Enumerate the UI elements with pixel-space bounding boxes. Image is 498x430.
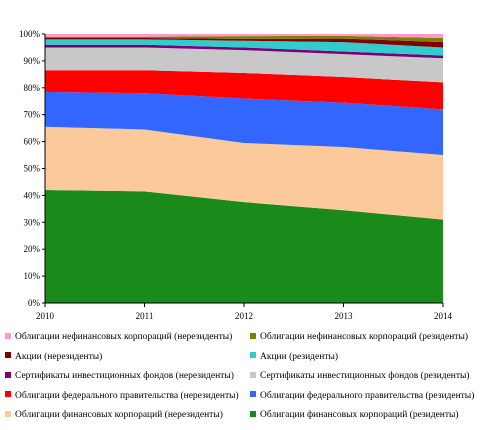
legend-label: Облигации федерального правительства (ре… (260, 390, 475, 401)
y-tick-label: 10% (24, 271, 41, 281)
legend-label: Акции (нерезиденты) (15, 351, 103, 362)
legend-swatch (5, 352, 11, 359)
legend-item: Облигации федерального правительства (ре… (250, 388, 474, 404)
x-tick-label: 2013 (335, 311, 354, 321)
legend-item: Облигации финансовых корпораций (нерезид… (5, 407, 223, 423)
legend-swatch (250, 391, 256, 398)
legend-item: Акции (нерезиденты) (5, 349, 102, 365)
legend-swatch (5, 410, 11, 417)
y-tick-label: 90% (24, 56, 41, 66)
legend-swatch (250, 332, 256, 339)
legend-swatch (250, 410, 256, 417)
chart-legend: Облигации нефинансовых корпораций (нерез… (0, 329, 498, 429)
legend-item: Облигации нефинансовых корпораций (нерез… (5, 329, 232, 345)
stacked-area-chart: 0%10%20%30%40%50%60%70%80%90%100% 2010 20… (19, 29, 453, 321)
area-series-5 (45, 44, 443, 59)
legend-swatch (5, 371, 11, 378)
y-tick-label: 0% (28, 298, 41, 308)
legend-item: Облигации федерального правительства (не… (5, 388, 239, 404)
area-series-6 (45, 39, 443, 56)
legend-label: Облигации финансовых корпораций (резиден… (260, 410, 459, 420)
y-tick-label: 60% (24, 137, 41, 147)
y-tick-label: 40% (24, 190, 41, 200)
legend-item: Сертификаты инвестиционных фондов (нерез… (5, 368, 234, 384)
legend-label: Сертификаты инвестиционных фондов (нерез… (15, 371, 234, 381)
x-tick-label: 2010 (36, 311, 55, 321)
area-series-4 (45, 47, 443, 83)
area-series-2 (45, 91, 443, 156)
area-series-1 (45, 126, 443, 220)
legend-label: Облигации нефинансовых корпораций (нерез… (15, 332, 233, 342)
legend-swatch (250, 371, 256, 378)
y-tick-label: 70% (24, 110, 41, 120)
legend-swatch (5, 332, 11, 339)
legend-label: Облигации финансовых корпораций (нерезид… (15, 410, 223, 420)
legend-swatch (250, 352, 256, 359)
area-series-3 (45, 70, 443, 110)
legend-label: Облигации федерального правительства (не… (15, 390, 239, 401)
legend-swatch (5, 391, 11, 398)
area-series-0 (45, 190, 443, 303)
x-tick-label: 2014 (434, 311, 453, 321)
legend-label: Сертификаты инвестиционных фондов (резид… (260, 371, 470, 381)
area-series-8 (45, 35, 443, 43)
area-series-7 (45, 38, 443, 48)
y-tick-label: 100% (19, 29, 41, 39)
legend-item: Акции (резиденты) (250, 349, 338, 365)
x-tick-label: 2011 (136, 311, 154, 321)
x-tick-labels: 2010 2011 2012 2013 2014 (36, 311, 453, 321)
y-tick-label: 50% (24, 164, 41, 174)
legend-item: Облигации финансовых корпораций (резиден… (250, 407, 459, 423)
axes-group (42, 33, 444, 307)
y-tick-label: 80% (24, 83, 41, 93)
legend-label: Акции (резиденты) (260, 351, 339, 362)
legend-label: Облигации нефинансовых корпораций (резид… (260, 332, 468, 342)
legend-item: Облигации нефинансовых корпораций (резид… (250, 329, 468, 345)
y-tick-label: 30% (24, 217, 41, 227)
area-series-9 (45, 34, 443, 39)
x-tick-label: 2012 (235, 311, 253, 321)
area-series-group (45, 34, 443, 303)
y-tick-label: 20% (24, 244, 41, 254)
legend-item: Сертификаты инвестиционных фондов (резид… (250, 368, 470, 384)
y-tick-labels: 0% 10% 20% 30% 40% 50% 60% 70% 80% 90% 100% (19, 29, 41, 308)
